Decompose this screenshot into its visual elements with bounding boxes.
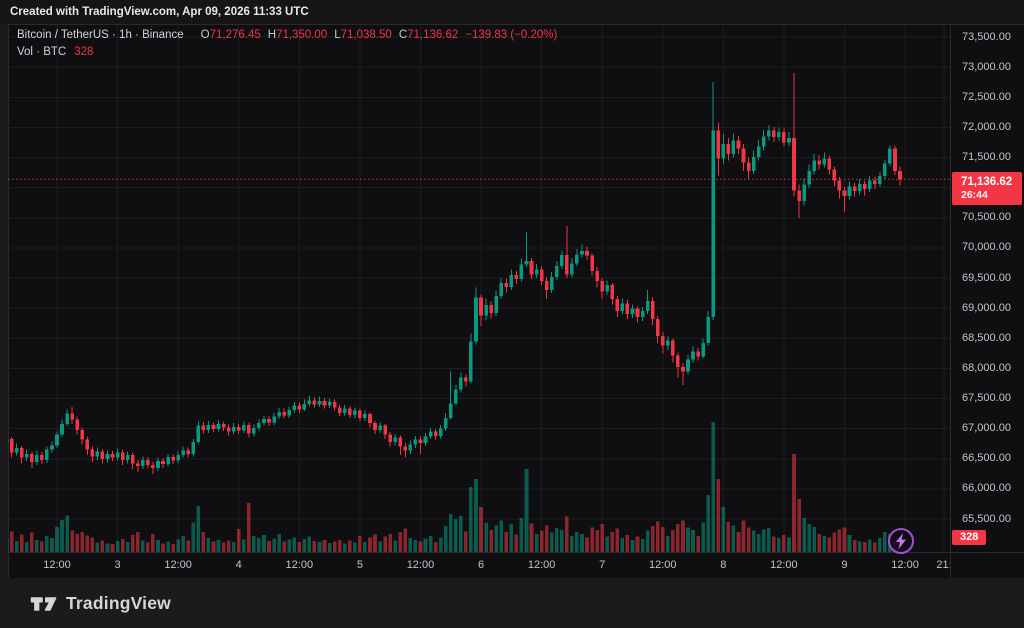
price-axis-tick: 66,500.00 [962, 452, 1011, 465]
tradingview-logo-text: TradingView [66, 593, 171, 613]
time-axis-tick: 5 [356, 559, 363, 571]
time-axis-tick: 12:00 [527, 559, 556, 571]
lightning-bolt-glyph [896, 533, 906, 549]
close-value: 71,136.62 [407, 29, 459, 41]
price-axis-tick: 70,500.00 [962, 211, 1011, 224]
price-pane[interactable] [8, 25, 950, 552]
legend-line-1: Bitcoin / TetherUS · 1h · Binance O71,276… [17, 27, 557, 44]
time-axis-tick: 8 [720, 559, 727, 571]
price-axis-tick: 73,000.00 [962, 60, 1011, 73]
price-axis-tick: 67,500.00 [962, 392, 1011, 404]
time-axis-tick: 12:00 [406, 559, 435, 571]
volume-label[interactable]: Vol · BTC [17, 46, 67, 58]
time-axis-tick: 4 [235, 559, 242, 571]
price-axis-separator [950, 24, 951, 578]
change-value: −139.83 (−0.20%) [465, 29, 558, 41]
bar-close-countdown: 26:44 [961, 189, 988, 201]
current-price-value: 71,136.62 [961, 176, 1013, 188]
close-label: C [398, 29, 408, 41]
time-axis-tick: 7 [599, 559, 606, 571]
lightning-boost-icon[interactable] [888, 528, 914, 554]
price-axis-tick: 69,500.00 [962, 271, 1011, 284]
time-axis-tick: 12:00 [43, 559, 71, 571]
time-axis-tick: 12:00 [891, 559, 919, 571]
price-axis-tick: 73,500.00 [962, 30, 1011, 43]
price-axis-tick: 66,000.00 [962, 482, 1011, 495]
symbol-legend[interactable]: Bitcoin / TetherUS · 1h · Binance O71,276… [17, 27, 557, 61]
time-axis-tick: 12:00 [770, 559, 798, 571]
volume-value: 328 [74, 46, 94, 58]
tradingview-logo-icon [30, 596, 57, 611]
low-value: 71,038.50 [340, 29, 392, 41]
tradingview-logo[interactable]: TradingView [30, 593, 171, 614]
volume-axis-badge: 328 [952, 530, 987, 545]
price-axis-tick: 68,000.00 [962, 361, 1011, 374]
attribution-bar: Created with TradingView.com, Apr 09, 20… [0, 0, 1024, 24]
time-axis-tick: 12:00 [648, 559, 677, 571]
time-axis-separator [8, 552, 1024, 553]
open-label: O [200, 29, 210, 41]
time-axis-tick: 6 [477, 559, 485, 571]
time-axis-tick: 3 [114, 559, 121, 571]
symbol-title[interactable]: Bitcoin / TetherUS · 1h · Binance [17, 29, 184, 41]
price-axis-tick: 72,000.00 [962, 120, 1011, 133]
chart-area [8, 24, 1024, 578]
price-axis-tick: 72,500.00 [962, 90, 1011, 103]
time-axis-tick: 12:00 [164, 559, 192, 571]
time-axis-tick: 9 [841, 559, 848, 571]
current-price-label: 71,136.62 26:44 [952, 172, 1022, 205]
time-axis-tick: 21: [936, 559, 952, 571]
price-axis-tick: 70,000.00 [962, 241, 1011, 254]
time-axis-tick: 12:00 [285, 559, 314, 571]
low-label: L [334, 29, 341, 41]
price-axis-tick: 67,000.00 [962, 422, 1011, 435]
high-value: 71,350.00 [276, 29, 328, 41]
high-label: H [267, 29, 277, 41]
price-axis-tick: 68,500.00 [962, 331, 1011, 344]
legend-line-2: Vol · BTC 328 [17, 44, 557, 61]
price-axis-tick: 65,500.00 [962, 512, 1011, 525]
price-axis-tick: 71,500.00 [962, 151, 1011, 163]
attribution-text: Created with TradingView.com, Apr 09, 20… [10, 6, 309, 18]
open-value: 71,276.45 [209, 29, 261, 41]
price-axis-tick: 69,000.00 [962, 301, 1011, 314]
